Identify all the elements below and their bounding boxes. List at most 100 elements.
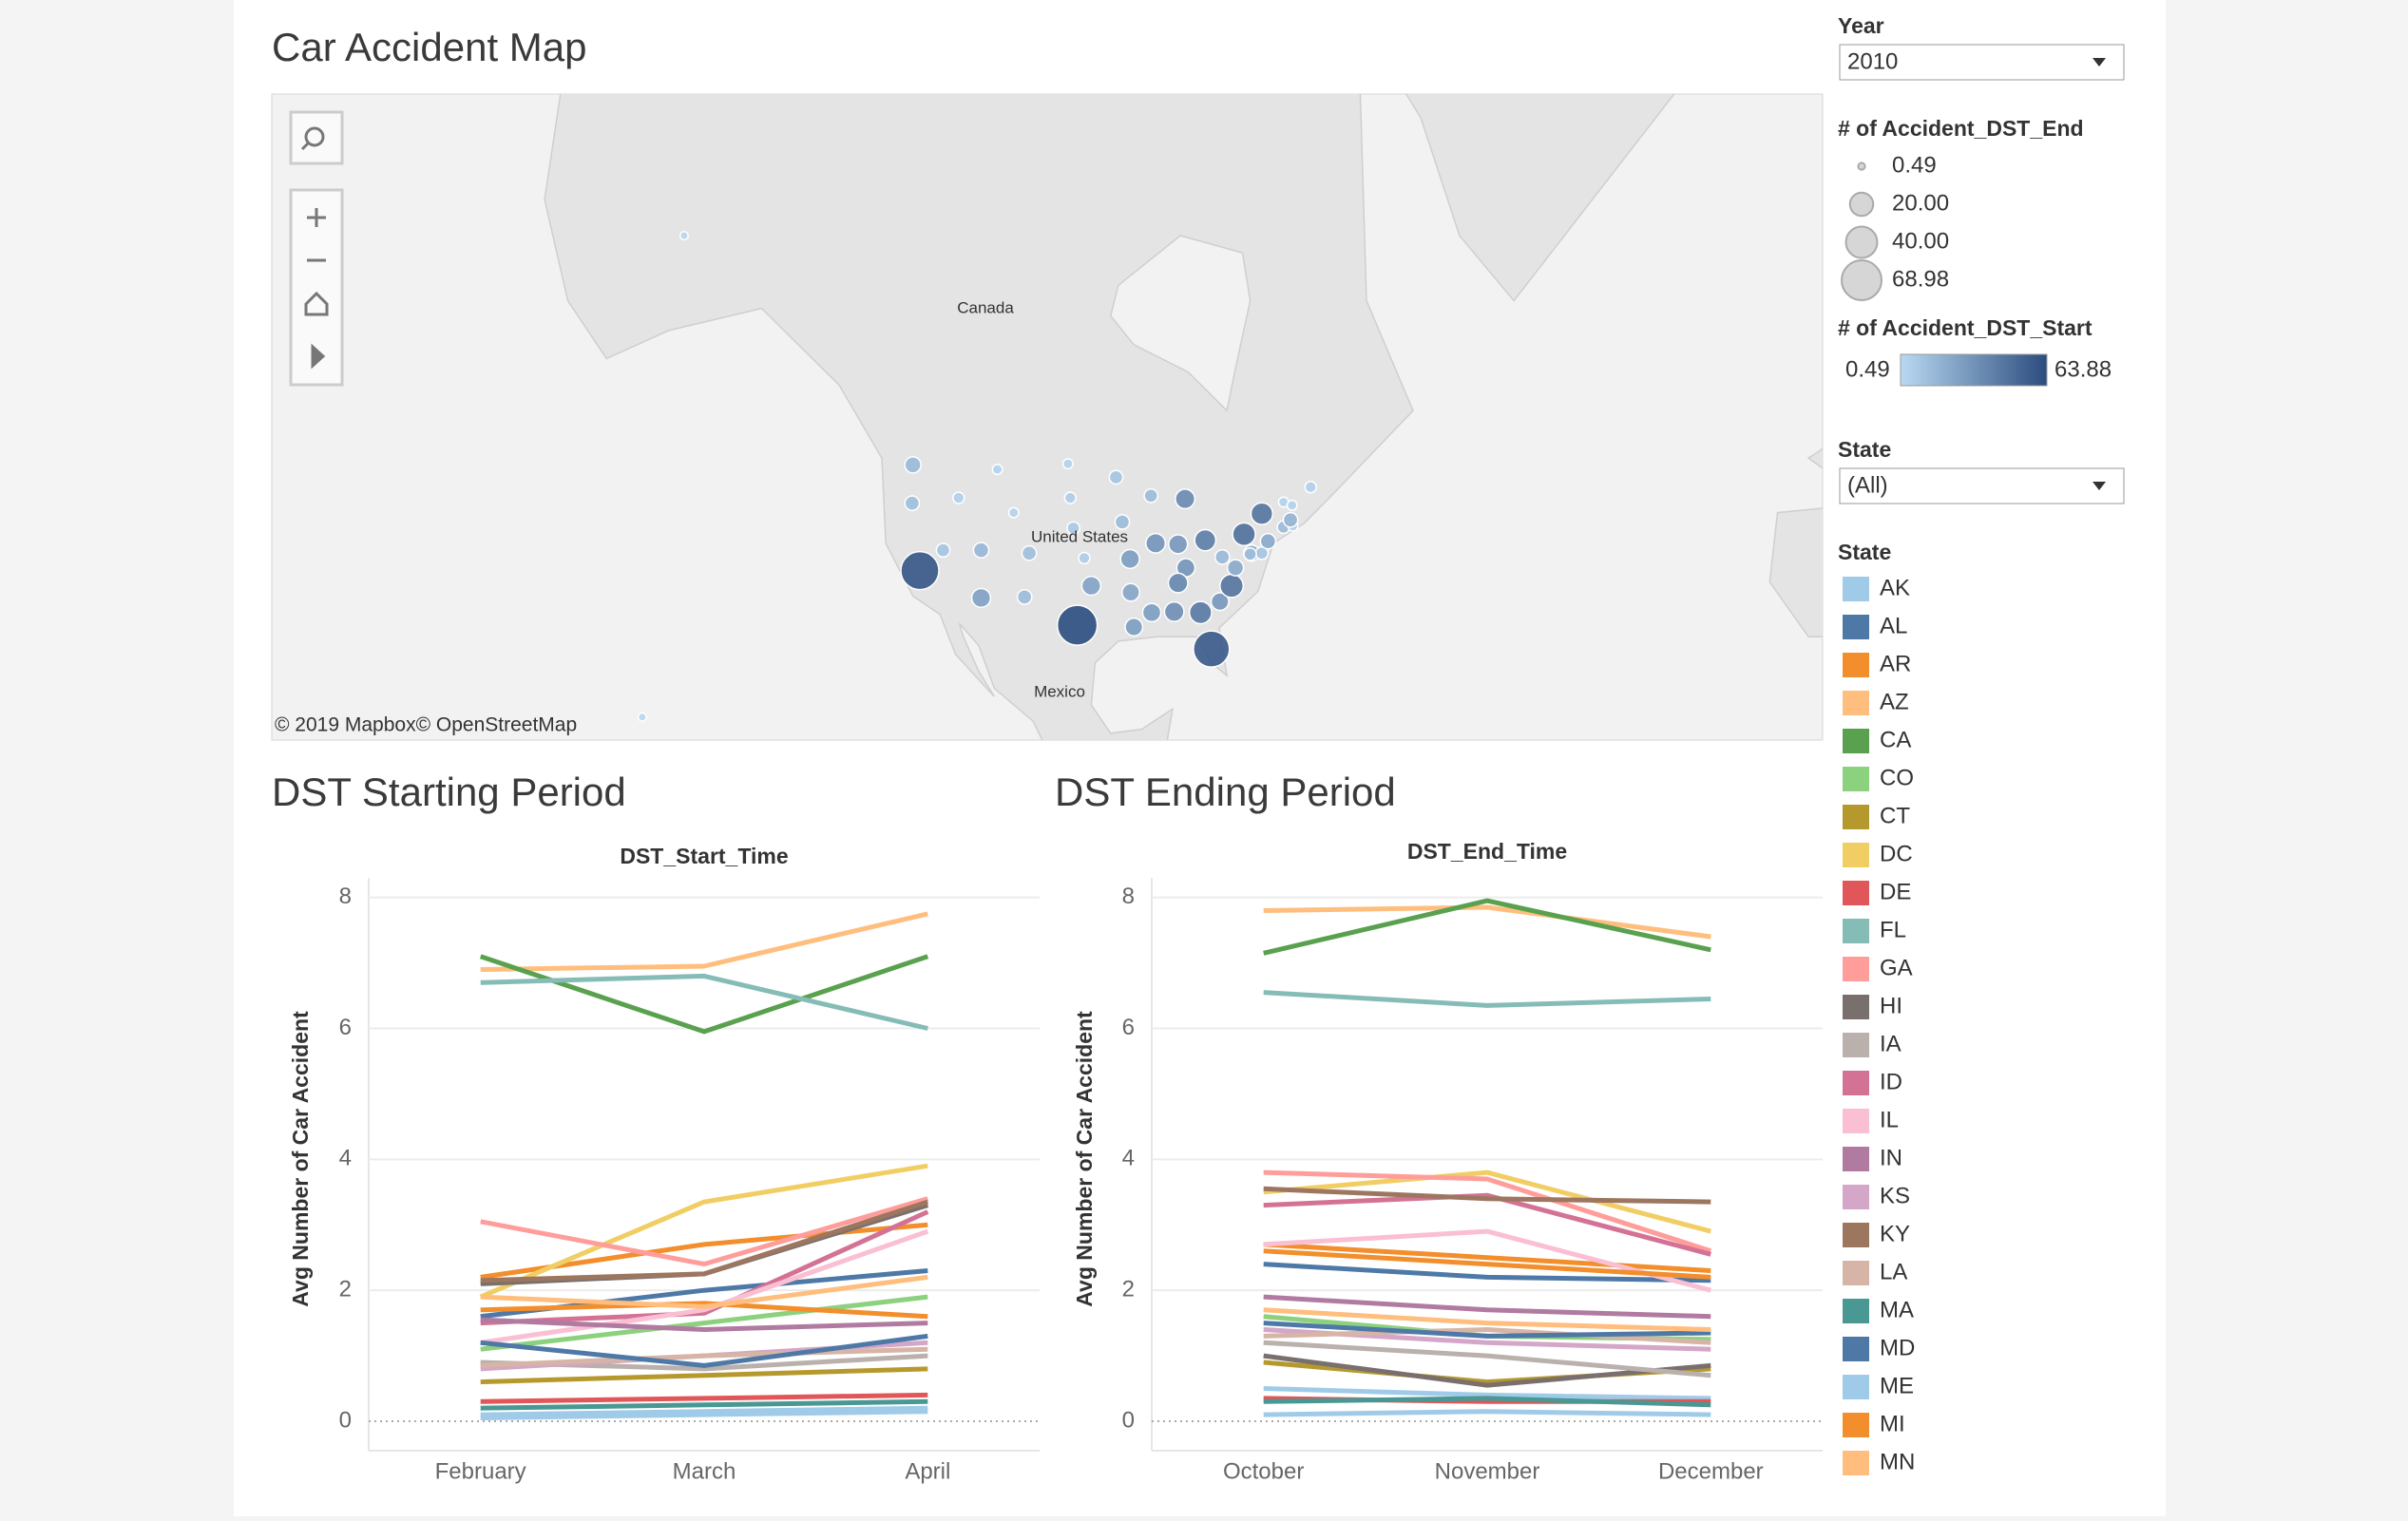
line-series: AZ: [1263, 904, 1711, 940]
x-tick-label: November: [1435, 1458, 1540, 1484]
x-tick-label: February: [435, 1458, 526, 1484]
legend-swatch: [1843, 1451, 1869, 1475]
map-toolbar: [289, 110, 344, 387]
legend-label: HI: [1880, 993, 1902, 1018]
map-bubble: [1282, 511, 1299, 528]
legend-swatch: [1843, 615, 1869, 639]
country-label: Mexico: [1034, 682, 1085, 700]
map-bubble: [1143, 487, 1159, 504]
map-bubble: [1124, 617, 1144, 637]
map-bubble: [1193, 630, 1231, 668]
size-legend-mark: [1844, 225, 1879, 259]
legend-swatch: [1843, 653, 1869, 677]
map-bubble: [1250, 502, 1274, 525]
line-series: MI: [1263, 1248, 1711, 1280]
color-legend-title: # of Accident_DST_Start: [1838, 315, 2093, 340]
y-tick-label: 8: [339, 884, 352, 909]
filter-label: Year: [1838, 13, 1884, 38]
map-bubble: [1232, 522, 1256, 547]
filter-label: State: [1838, 437, 1891, 462]
y-tick-label: 2: [339, 1277, 352, 1302]
line-series: [479, 1163, 928, 1300]
map-bubble: [1259, 532, 1277, 550]
dropdown-arrow: [2093, 58, 2106, 67]
country-label: Canada: [957, 298, 1014, 316]
state-dropdown[interactable]: [1839, 467, 2125, 504]
map-bubble: [952, 491, 965, 504]
legend-label: AR: [1880, 651, 1911, 676]
map-bubble: [1119, 548, 1140, 570]
legend-label: IA: [1880, 1031, 1902, 1056]
legend-label: FL: [1880, 917, 1906, 942]
map-bubble: [1114, 514, 1131, 530]
line-series: MA: [1263, 1396, 1711, 1408]
map-bubble: [1304, 480, 1317, 494]
line-series: CA: [1263, 898, 1711, 956]
x-axis-title: DST_End_Time: [1407, 839, 1567, 864]
search-button[interactable]: [289, 110, 344, 165]
chart-title: DST Ending Period: [1055, 770, 1396, 814]
x-tick-label: April: [905, 1458, 950, 1484]
map-bubble: [935, 542, 951, 559]
legend-label: AL: [1880, 613, 1907, 638]
line-series: [480, 1405, 928, 1417]
line-series: [480, 1274, 928, 1309]
map-title: Car Accident Map: [272, 25, 587, 69]
size-legend-mark: [1841, 259, 1882, 301]
x-tick-label: October: [1223, 1458, 1304, 1484]
year-dropdown[interactable]: [1839, 44, 2125, 81]
legend-label: KY: [1880, 1221, 1910, 1246]
line-series: [480, 1333, 928, 1368]
legend-swatch: [1843, 1147, 1869, 1171]
line-series: [480, 1317, 928, 1332]
y-tick-label: 6: [339, 1015, 352, 1040]
map-bubble: [1163, 600, 1185, 622]
size-legend-label: 68.98: [1892, 266, 1949, 292]
line-series: [480, 1199, 929, 1283]
line-series: [480, 1301, 928, 1320]
legend-swatch: [1843, 729, 1869, 753]
line-series: [480, 1294, 928, 1352]
line-series: AK: [1263, 1386, 1711, 1401]
dropdown-value: 2010: [1847, 48, 1898, 74]
size-legend-label: 20.00: [1892, 190, 1949, 216]
map-bubble: [970, 587, 992, 609]
legend-label: MI: [1880, 1411, 1905, 1436]
map-bubble: [991, 464, 1003, 476]
line-series: HI: [1263, 1353, 1711, 1388]
line-series: ME: [1263, 1409, 1711, 1417]
y-tick-label: 0: [1122, 1407, 1135, 1433]
map-bubble: [1226, 559, 1245, 577]
map: [544, 94, 1823, 740]
map-bubble: [972, 542, 990, 559]
color-ramp: [1900, 353, 2048, 387]
line-series: MD: [1263, 1321, 1711, 1339]
y-tick-label: 4: [1122, 1146, 1135, 1171]
land: [1405, 94, 1675, 302]
legend-label: CT: [1880, 803, 1910, 828]
y-tick-label: 0: [339, 1407, 352, 1433]
line-series: GA: [1263, 1169, 1712, 1254]
map-bubble: [1016, 589, 1033, 605]
legend-label: ME: [1880, 1373, 1914, 1398]
map-bubble: [904, 495, 921, 512]
country-label: United States: [1031, 527, 1128, 545]
map-bubble: [1286, 499, 1298, 511]
legend-label: LA: [1880, 1259, 1907, 1284]
legend-swatch: [1843, 1261, 1869, 1285]
line-series: [480, 1196, 929, 1267]
y-axis-title: Avg Number of Car Accident: [288, 1011, 313, 1307]
land: [1768, 447, 1823, 637]
map-bubble: [1141, 602, 1162, 623]
legend-label: DE: [1880, 879, 1911, 904]
map-bubble: [1063, 491, 1078, 504]
map-bubble: [1066, 521, 1080, 536]
legend-label: DC: [1880, 841, 1913, 866]
line-series: LA: [1263, 1327, 1711, 1345]
chart-title: DST Starting Period: [272, 770, 626, 814]
line-series: KY: [1263, 1186, 1711, 1205]
map-bubble: [1021, 544, 1038, 561]
line-series: [480, 1209, 929, 1326]
line-series: [480, 1409, 928, 1420]
